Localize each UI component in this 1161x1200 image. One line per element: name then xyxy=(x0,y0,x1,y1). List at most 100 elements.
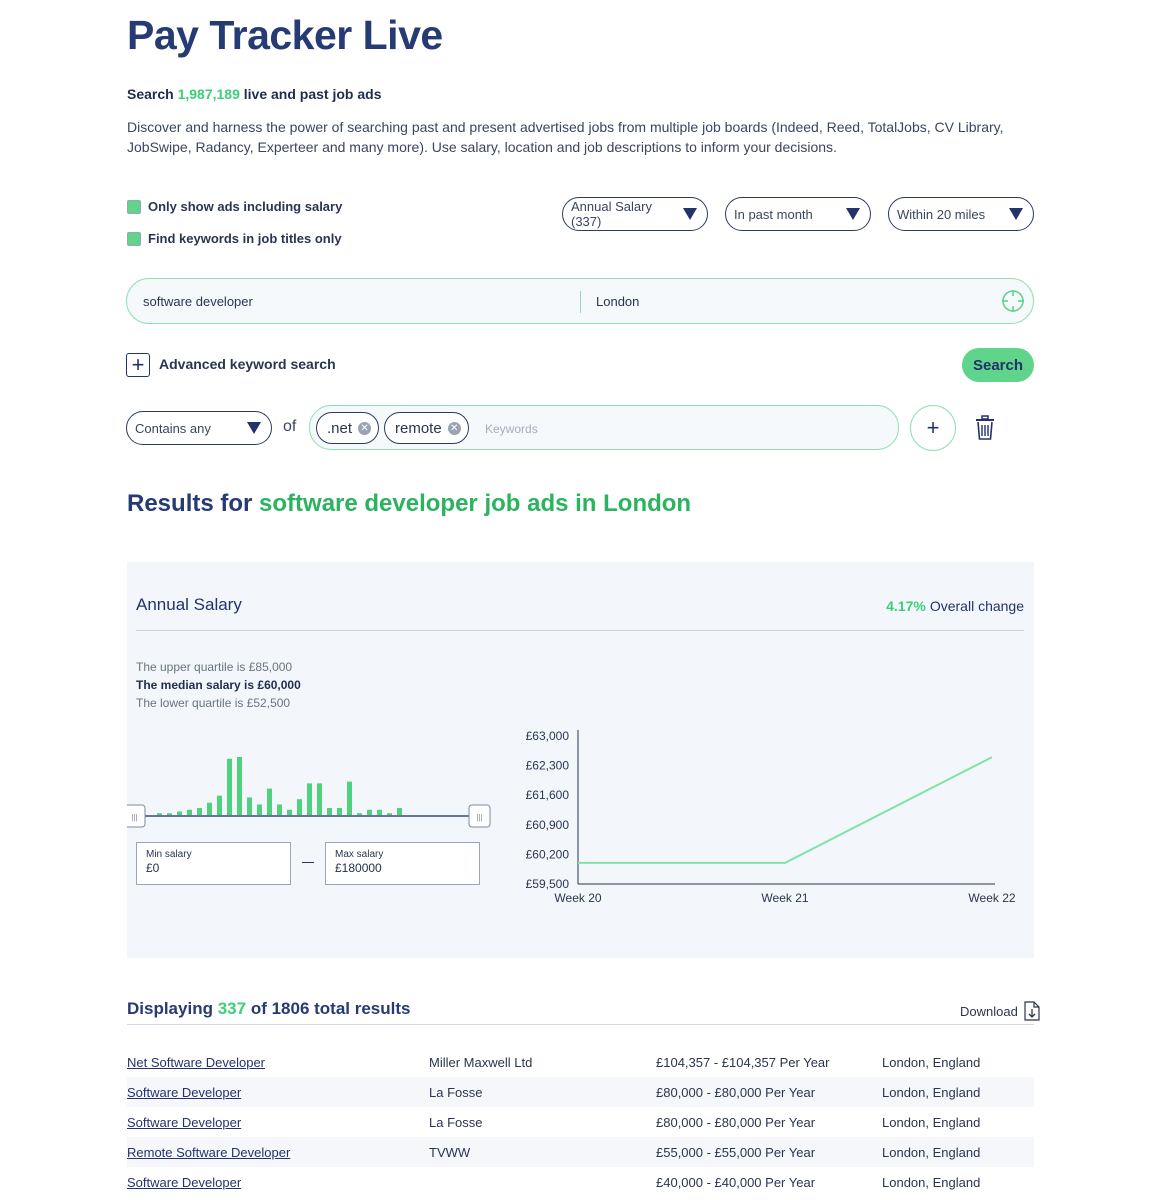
range-dash xyxy=(302,862,314,863)
histogram-bar xyxy=(237,757,242,815)
company-cell: Miller Maxwell Ltd xyxy=(429,1055,533,1070)
lower-quartile-text: The lower quartile is £52,500 xyxy=(136,696,291,710)
page-description: Discover and harness the power of search… xyxy=(127,119,1004,155)
search-divider xyxy=(580,291,581,313)
grip-icon: ||| xyxy=(476,813,482,822)
titles-only-checkbox[interactable]: Find keywords in job titles only xyxy=(127,231,342,246)
y-tick-label: £59,500 xyxy=(526,877,570,891)
salary-type-select[interactable]: Annual Salary (337) xyxy=(562,197,708,231)
trash-icon[interactable] xyxy=(974,415,996,441)
only-salary-checkbox[interactable]: Only show ads including salary xyxy=(127,199,342,214)
histogram-bar xyxy=(317,783,322,815)
period-select[interactable]: In past month xyxy=(725,197,871,231)
histogram-bar xyxy=(197,807,202,815)
search-button[interactable]: Search xyxy=(962,348,1034,382)
results-count-prefix: Displaying xyxy=(127,999,213,1018)
download-button[interactable]: Download xyxy=(960,1001,1040,1021)
salary-cell: £80,000 - £80,000 Per Year xyxy=(656,1085,816,1100)
radius-select[interactable]: Within 20 miles xyxy=(888,197,1034,231)
y-tick-label: £60,900 xyxy=(526,818,570,832)
add-keyword-button[interactable]: + xyxy=(910,405,956,451)
titles-only-checkbox-box[interactable] xyxy=(127,231,141,246)
histogram-bar xyxy=(167,813,172,815)
histogram-bar xyxy=(207,802,212,815)
titles-only-label: Find keywords in job titles only xyxy=(148,231,342,246)
search-bar: software developer London xyxy=(126,278,1034,324)
job-title-link[interactable]: Software Developer xyxy=(127,1115,242,1130)
company-cell: TVWW xyxy=(429,1145,471,1160)
histogram-bar xyxy=(277,804,282,815)
search-count-prefix: Search xyxy=(127,86,174,102)
overall-change-value: 4.17% xyxy=(886,598,926,614)
table-row: Net Software Developer Miller Maxwell Lt… xyxy=(127,1047,1034,1077)
y-tick-label: £61,600 xyxy=(526,788,570,802)
of-label: of xyxy=(283,418,297,435)
y-tick-label: £60,200 xyxy=(526,847,570,861)
remove-tag-icon[interactable]: ✕ xyxy=(447,421,461,435)
x-tick-label: Week 20 xyxy=(554,891,601,905)
histogram-bar xyxy=(367,809,372,815)
keyword-tags-field[interactable]: .net ✕ remote ✕ Keywords xyxy=(309,405,899,450)
company-cell: La Fosse xyxy=(429,1115,483,1130)
histogram-bar xyxy=(387,813,392,815)
period-value: In past month xyxy=(734,206,813,222)
max-salary-label: Max salary xyxy=(335,849,384,860)
salary-panel: Annual Salary 4.17% Overall change The up… xyxy=(127,562,1034,958)
match-mode-select[interactable]: Contains any xyxy=(126,411,272,445)
salary-type-value: Annual Salary (337) xyxy=(571,199,652,229)
location-input[interactable]: London xyxy=(596,294,640,309)
job-title-link[interactable]: Remote Software Developer xyxy=(127,1145,291,1160)
histogram-bar xyxy=(177,811,182,815)
histogram-bar xyxy=(287,809,292,815)
upper-quartile-text: The upper quartile is £85,000 xyxy=(136,660,293,674)
salary-histogram: ||| ||| xyxy=(127,757,491,828)
company-cell: La Fosse xyxy=(429,1085,483,1100)
grip-icon: ||| xyxy=(131,813,137,822)
location-cell: London, England xyxy=(882,1175,981,1190)
location-cell: London, England xyxy=(882,1085,981,1100)
histogram-bar xyxy=(187,809,192,815)
results-heading-prefix: Results for xyxy=(127,490,253,517)
job-title-link[interactable]: Net Software Developer xyxy=(127,1055,266,1070)
job-title-link[interactable]: Software Developer xyxy=(127,1085,242,1100)
x-tick-label: Week 21 xyxy=(761,891,808,905)
chevron-down-icon xyxy=(247,422,261,434)
search-count-line: Search 1,987,189 live and past job ads xyxy=(127,86,381,102)
results-count-suffix: of 1806 total results xyxy=(250,999,411,1018)
table-row: Remote Software Developer TVWW £55,000 -… xyxy=(127,1137,1034,1167)
histogram-bar xyxy=(297,799,302,815)
y-tick-label: £62,300 xyxy=(526,759,570,773)
keyword-tag: .net ✕ xyxy=(316,412,380,444)
min-slider-handle[interactable] xyxy=(127,804,146,828)
max-salary-value[interactable]: £180000 xyxy=(335,861,382,875)
min-salary-value[interactable]: £0 xyxy=(146,861,160,875)
location-cell: London, England xyxy=(882,1055,981,1070)
histogram-bar xyxy=(257,804,262,815)
table-row: Software Developer La Fosse £80,000 - £8… xyxy=(127,1077,1034,1107)
remove-tag-icon[interactable]: ✕ xyxy=(358,421,372,435)
max-slider-handle[interactable] xyxy=(468,804,491,828)
keyword-tag-label: .net xyxy=(327,419,353,437)
keyword-input[interactable]: software developer xyxy=(143,294,253,309)
salary-panel-title: Annual Salary xyxy=(136,595,242,614)
locate-me-icon[interactable] xyxy=(1001,289,1025,313)
max-salary-field[interactable]: Max salary £180000 xyxy=(325,842,480,885)
job-title-link[interactable]: Software Developer xyxy=(127,1175,242,1190)
median-salary-text: The median salary is £60,000 xyxy=(136,678,301,692)
advanced-search-toggle[interactable]: Advanced keyword search xyxy=(159,356,336,372)
search-count-value: 1,987,189 xyxy=(177,86,240,102)
plus-icon[interactable]: + xyxy=(126,353,150,377)
chevron-down-icon xyxy=(1009,208,1023,220)
overall-change: 4.17% Overall change xyxy=(886,598,1024,614)
salary-trend-line xyxy=(578,756,993,864)
min-salary-field[interactable]: Min salary £0 xyxy=(136,842,291,885)
only-salary-label: Only show ads including salary xyxy=(148,199,343,214)
keyword-input-placeholder[interactable]: Keywords xyxy=(485,422,538,436)
histogram-bar xyxy=(337,807,342,815)
search-count-suffix: live and past job ads xyxy=(243,86,382,102)
histogram-bar xyxy=(397,807,402,815)
chevron-down-icon xyxy=(846,208,860,220)
only-salary-checkbox-box[interactable] xyxy=(127,199,141,214)
histogram-bar xyxy=(247,797,252,815)
histogram-bar xyxy=(327,807,332,815)
